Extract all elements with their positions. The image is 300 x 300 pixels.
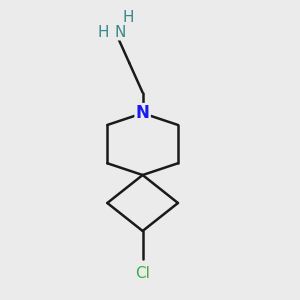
Text: H: H (122, 10, 134, 25)
Text: H: H (97, 25, 109, 40)
Text: N: N (136, 104, 150, 122)
Text: N: N (115, 25, 126, 40)
Text: Cl: Cl (135, 266, 150, 281)
